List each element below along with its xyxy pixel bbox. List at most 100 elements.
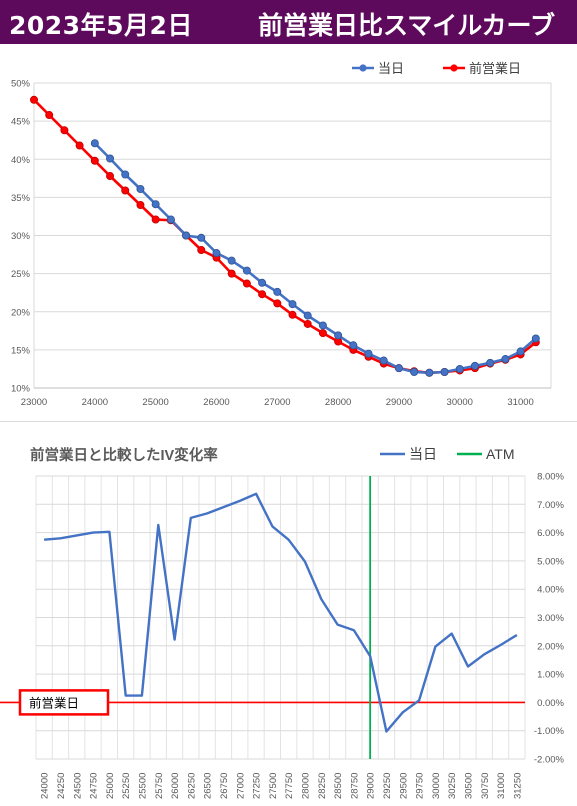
x-tick-label: 25500: [137, 773, 148, 799]
iv-change-chart: 前営業日と比較したIV変化率 8.00% 7.00% 6.00% 5.00% 4.00% 3…: [0, 446, 565, 799]
y-tick-label: -2.00%: [534, 755, 565, 766]
data-point: [227, 269, 236, 278]
x-tick-label: 29000: [366, 773, 377, 799]
x-tick-label: 31000: [507, 397, 533, 408]
x-tick-label: 31250: [512, 773, 523, 799]
x-tick-label: 25750: [154, 773, 165, 799]
data-point: [106, 154, 115, 163]
x-tick-label: 24500: [72, 773, 83, 799]
y-tick-label: 25%: [11, 269, 31, 280]
y-tick-label: 8.00%: [537, 472, 564, 483]
x-tick-label: 31000: [496, 773, 507, 799]
data-point: [470, 361, 479, 370]
x-tick-label: 24250: [56, 773, 67, 799]
data-point: [486, 358, 495, 367]
x-tick-label: 29750: [415, 773, 426, 799]
y-tick-label: 3.00%: [537, 613, 564, 624]
data-point: [379, 356, 388, 365]
y-tick-label: 7.00%: [537, 500, 564, 511]
data-point: [106, 172, 115, 181]
header-bar: 2023年5月2日 前営業日比スマイルカーブ: [0, 0, 577, 44]
legend-label: 当日: [378, 61, 404, 76]
data-point: [273, 299, 282, 308]
x-tick-label: 30000: [447, 397, 473, 408]
page-title: 前営業日比スマイルカーブ: [257, 11, 555, 40]
y-tick-label: 50%: [11, 79, 31, 90]
data-point: [45, 111, 54, 120]
x-tick-label: 24000: [82, 397, 108, 408]
data-point: [334, 331, 343, 340]
divider: [0, 421, 577, 422]
x-tick-label: 30250: [447, 773, 458, 799]
y-tick-label: 20%: [11, 307, 31, 318]
data-point: [318, 321, 327, 330]
x-tick-label: 28250: [317, 773, 328, 799]
data-point: [258, 278, 267, 287]
x-tick-label: 26000: [203, 397, 229, 408]
y-tick-label: 5.00%: [537, 556, 564, 567]
data-point: [531, 334, 540, 343]
x-tick-label: 27500: [268, 773, 279, 799]
x-tick-label: 27000: [235, 773, 246, 799]
x-tick-label: 30000: [431, 773, 442, 799]
y-tick-label: 30%: [11, 231, 31, 242]
y-tick-label: 0.00%: [537, 698, 564, 709]
data-point: [501, 355, 510, 364]
data-point: [90, 156, 99, 165]
baseline-label: 前営業日: [29, 695, 79, 710]
data-point: [136, 200, 145, 209]
x-tick-label: 27750: [284, 773, 295, 799]
data-point: [166, 215, 175, 224]
x-tick-label: 23000: [21, 397, 47, 408]
data-point: [151, 215, 160, 224]
x-tick-label: 24000: [40, 773, 51, 799]
x-tick-label: 24750: [89, 773, 100, 799]
data-point: [182, 231, 191, 240]
x-tick-label: 26750: [219, 773, 230, 799]
y-tick-label: 35%: [11, 193, 31, 204]
legend-label: ATM: [486, 446, 515, 462]
data-point: [349, 341, 358, 350]
data-point: [121, 170, 130, 179]
x-tick-label: 27000: [264, 397, 290, 408]
x-tick-label: 29250: [382, 773, 393, 799]
legend-marker: [450, 64, 458, 72]
x-tick-label: 30750: [480, 773, 491, 799]
data-point: [303, 311, 312, 320]
data-point: [136, 184, 145, 193]
data-point: [242, 279, 251, 288]
data-point: [242, 266, 251, 275]
x-tick-label: 29500: [398, 773, 409, 799]
smile-curve-chart: 10% 15% 20% 25% 30% 35% 40% 45% 50% 23000 24000 250…: [11, 61, 552, 408]
data-point: [197, 233, 206, 242]
y-tick-label: 40%: [11, 155, 31, 166]
data-point: [288, 300, 297, 309]
data-point: [151, 200, 160, 209]
x-tick-label: 28750: [349, 773, 360, 799]
x-tick-label: 26500: [203, 773, 214, 799]
data-point: [394, 364, 403, 373]
series-line-diff: [43, 492, 518, 733]
data-point: [425, 368, 434, 377]
data-point: [364, 349, 373, 358]
data-point: [258, 290, 267, 299]
data-point: [455, 364, 464, 373]
series-line-today: [93, 142, 537, 375]
x-tick-label: 29000: [386, 397, 412, 408]
legend-marker: [359, 64, 367, 72]
data-point: [60, 126, 69, 135]
data-point: [212, 249, 221, 258]
data-point: [318, 329, 327, 338]
y-tick-label: 45%: [11, 117, 31, 128]
y-tick-label: 1.00%: [537, 670, 564, 681]
data-point: [516, 347, 525, 356]
x-tick-label: 28000: [325, 397, 351, 408]
baseline-label-box: [18, 689, 110, 716]
y-tick-label: 15%: [11, 345, 31, 356]
date-title: 2023年5月2日: [9, 11, 193, 40]
x-tick-label: 25250: [121, 773, 132, 799]
y-tick-label: 10%: [11, 384, 31, 395]
iv-change-panel: 前営業日と比較したIV変化率 8.00% 7.00% 6.00% 5.00% 4.00% 3…: [0, 424, 577, 802]
x-tick-label: 27250: [252, 773, 263, 799]
data-point: [288, 310, 297, 319]
